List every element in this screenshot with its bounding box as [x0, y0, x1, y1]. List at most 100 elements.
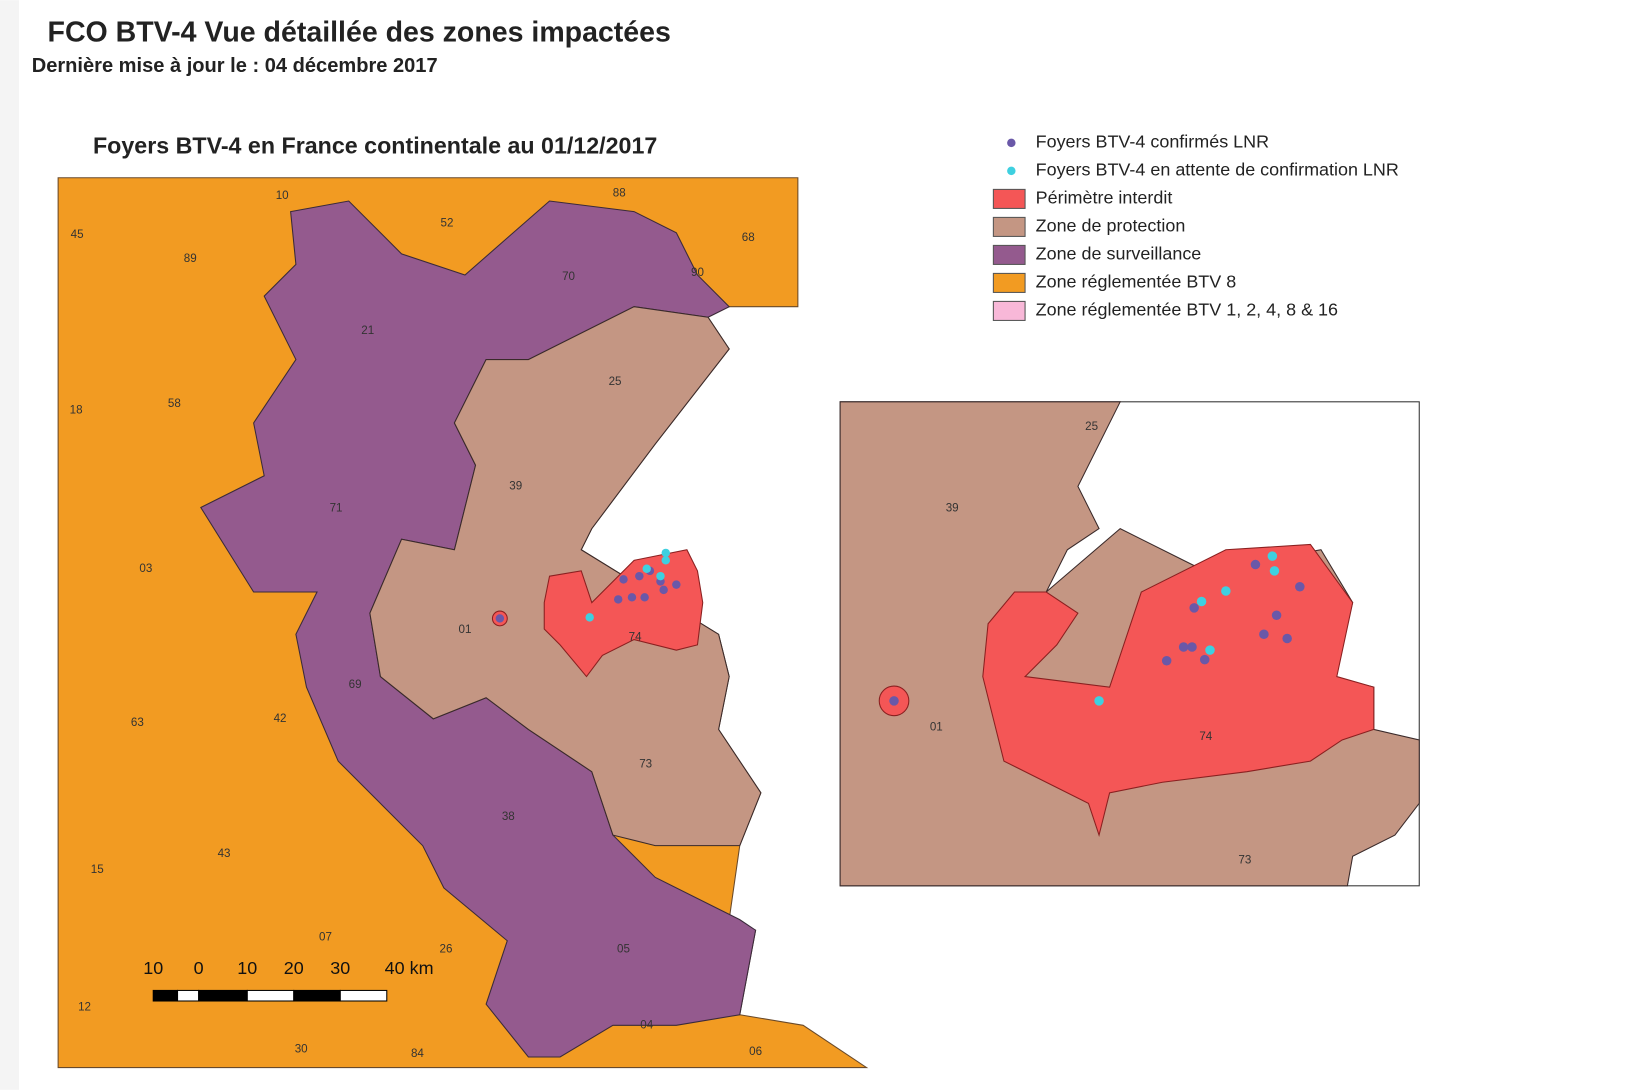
- confirmed-outbreak: [1187, 642, 1197, 652]
- department-label: 21: [361, 324, 374, 337]
- pending-outbreak: [1269, 566, 1280, 576]
- scale-label: 10: [237, 958, 257, 978]
- department-label: 74: [629, 631, 642, 644]
- legend-label: Zone de surveillance: [1036, 244, 1202, 264]
- legend-swatch: [992, 188, 1026, 209]
- margin: [0, 0, 20, 1090]
- legend-swatch: [992, 272, 1026, 293]
- confirmed-outbreak: [1295, 581, 1305, 592]
- department-label: 15: [91, 863, 104, 876]
- department-label: 01: [459, 623, 472, 636]
- department-label: 70: [562, 270, 575, 283]
- department-label: 58: [168, 397, 181, 410]
- confirmed-outbreak: [1161, 655, 1172, 666]
- department-label: 01: [930, 720, 943, 733]
- department-label: 84: [411, 1047, 424, 1060]
- confirmed-outbreak: [672, 580, 681, 589]
- department-label: 88: [613, 187, 626, 200]
- pending-outbreak: [642, 564, 651, 574]
- department-label: 71: [330, 502, 343, 515]
- confirmed-outbreak: [1282, 633, 1292, 644]
- confirmed-outbreak: [659, 585, 668, 595]
- legend-label: Zone de protection: [1036, 216, 1186, 236]
- pending-outbreak: [585, 613, 594, 622]
- legend-swatch: [992, 244, 1026, 265]
- confirmed-outbreak: [1250, 559, 1261, 570]
- department-label: 89: [184, 252, 197, 265]
- confirmed-outbreak: [889, 696, 899, 706]
- legend-label: Foyers BTV-4 confirmés LNR: [1036, 132, 1269, 152]
- legend-swatch: [992, 216, 1026, 237]
- scale-segment: [246, 989, 295, 1002]
- confirmed-outbreak: [1271, 610, 1282, 621]
- confirmed-outbreak: [640, 593, 649, 602]
- department-label: 43: [218, 847, 231, 860]
- department-label: 06: [749, 1045, 762, 1058]
- confirmed-outbreak: [635, 571, 644, 581]
- scale-segment: [152, 989, 179, 1002]
- map-title: Foyers BTV-4 en France continentale au 0…: [93, 132, 657, 158]
- department-label: 39: [509, 479, 522, 492]
- department-label: 03: [139, 562, 152, 575]
- pending-outbreak: [1094, 696, 1104, 706]
- department-label: 10: [276, 189, 289, 202]
- confirmed-outbreak: [613, 595, 623, 604]
- zone-surveillance: [200, 200, 757, 1058]
- legend-marker: [1007, 138, 1016, 148]
- pending-outbreak: [656, 571, 665, 581]
- scale-label: 40 km: [385, 958, 434, 978]
- department-label: 90: [691, 266, 704, 279]
- scale-bar: 10 0 10 20 30 40 km: [143, 958, 434, 1002]
- scale-label: 20: [284, 958, 304, 978]
- department-label: 69: [349, 678, 362, 691]
- pending-outbreak: [1205, 645, 1215, 655]
- confirmed-outbreak: [619, 575, 628, 584]
- pending-outbreak: [661, 548, 670, 558]
- legend: Foyers BTV-4 confirmés LNR Foyers BTV-4 e…: [992, 132, 1399, 321]
- legend-label: Foyers BTV-4 en attente de confirmation …: [1036, 160, 1399, 180]
- scale-label: 30: [330, 958, 350, 978]
- department-label: 30: [295, 1043, 308, 1056]
- scale-label: 0: [194, 958, 204, 978]
- department-label: 26: [439, 942, 452, 955]
- department-label: 63: [131, 716, 144, 729]
- confirmed-outbreak: [1199, 654, 1210, 665]
- department-label: 12: [78, 1000, 91, 1013]
- department-label: 42: [274, 712, 287, 725]
- confirmed-outbreak: [1178, 642, 1189, 652]
- pending-outbreak: [1267, 551, 1278, 561]
- legend-label: Zone réglementée BTV 8: [1036, 272, 1237, 292]
- department-label: 25: [609, 375, 622, 388]
- department-label: 73: [1238, 854, 1251, 867]
- department-label: 18: [70, 403, 83, 416]
- department-label: 39: [946, 502, 959, 515]
- legend-swatch: [992, 300, 1026, 321]
- pending-outbreak: [661, 556, 670, 565]
- department-label: 25: [1085, 420, 1098, 433]
- department-label: 05: [617, 942, 630, 955]
- scale-segment: [198, 989, 248, 1002]
- pending-outbreak: [1196, 596, 1207, 607]
- inset-map: 25 39 01 74 73: [839, 401, 1420, 887]
- main-map: 10 88 45 52 68 89 70 90 21 25 18 58 39 71 03 01 74 69 63 42…: [57, 177, 869, 1069]
- confirmed-outbreak: [1259, 629, 1269, 640]
- scale-label: 10: [143, 958, 163, 978]
- department-label: 52: [441, 216, 454, 229]
- confirmed-outbreak: [627, 593, 637, 602]
- department-label: 45: [71, 228, 84, 241]
- legend-label: Zone réglementée BTV 1, 2, 4, 8 & 16: [1036, 300, 1338, 320]
- department-label: 68: [742, 231, 755, 244]
- department-label: 74: [1199, 730, 1212, 743]
- page-subtitle: Dernière mise à jour le : 04 décembre 20…: [32, 55, 438, 77]
- department-label: 73: [639, 757, 652, 770]
- department-label: 38: [502, 810, 515, 823]
- scale-segment: [339, 989, 388, 1002]
- department-label: 04: [640, 1018, 653, 1031]
- legend-label: Périmètre interdit: [1036, 188, 1173, 208]
- pending-outbreak: [1221, 586, 1231, 596]
- legend-marker: [1007, 166, 1016, 176]
- scale-segment: [177, 989, 200, 1002]
- scale-segment: [293, 989, 341, 1002]
